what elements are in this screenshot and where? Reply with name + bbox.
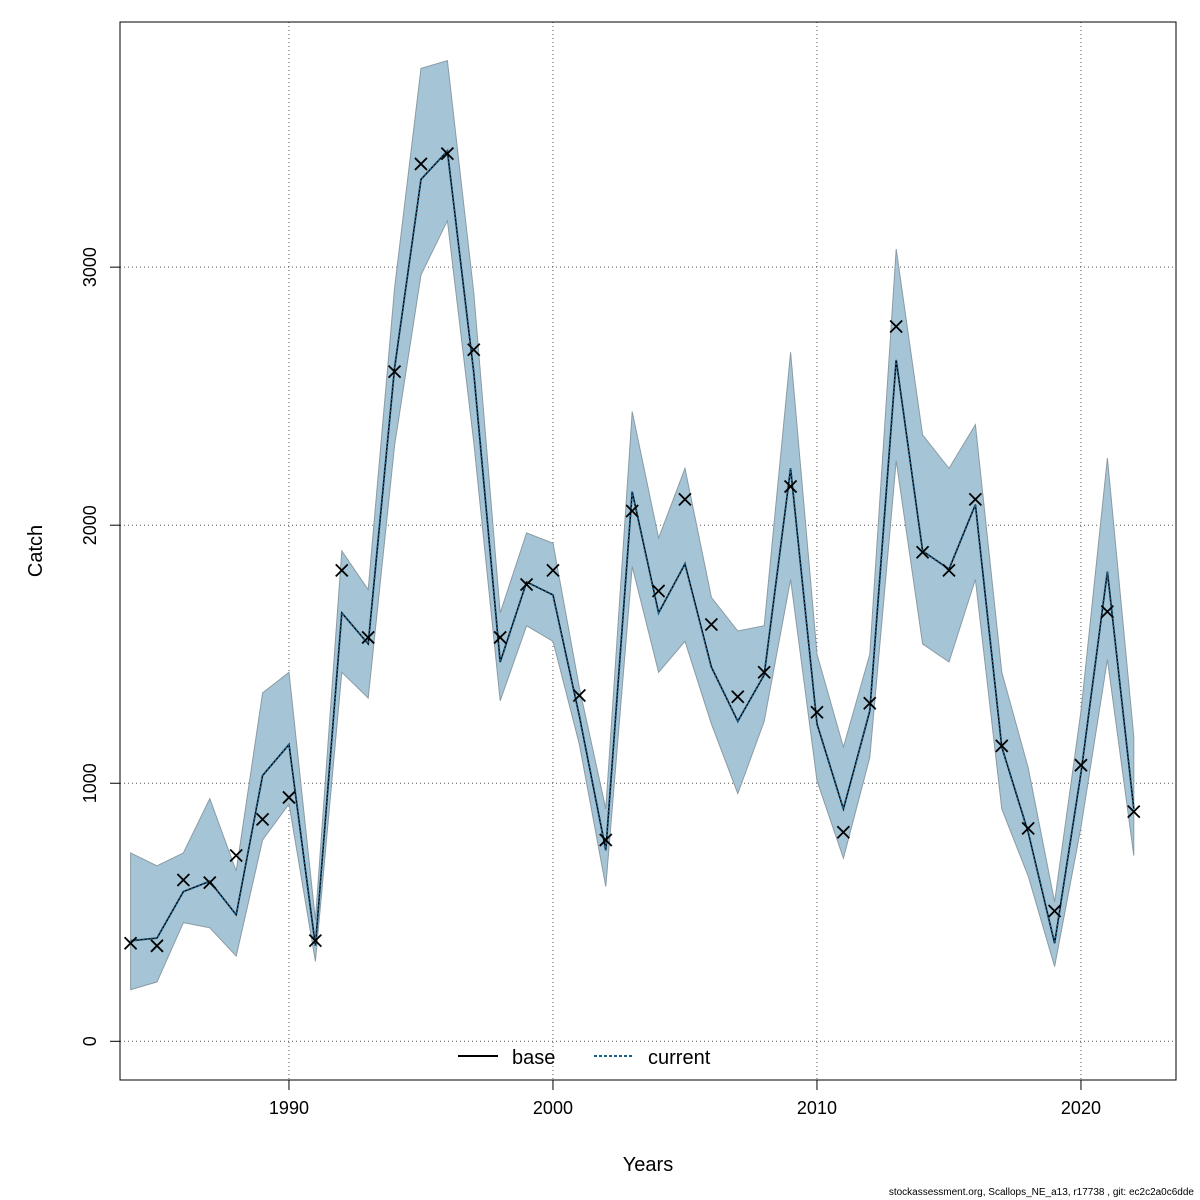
plot-frame — [119, 21, 1177, 1081]
marker-observed-2014 — [915, 545, 930, 559]
marker-observed-2003 — [625, 504, 639, 518]
footer-caption: stockassessment.org, Scallops_NE_a13, r1… — [888, 1187, 1194, 1198]
marker-observed-2016 — [968, 492, 982, 507]
y-axis-title: Catch — [25, 525, 47, 577]
marker-observed-2017 — [995, 739, 1009, 753]
series-line-current — [130, 148, 1135, 946]
y-tick-label-2000: 2000 — [80, 505, 100, 545]
marker-observed-2007 — [731, 690, 745, 704]
marker-observed-1997 — [467, 343, 481, 357]
legend: base current — [458, 1047, 711, 1069]
x-tick-label-2000: 2000 — [533, 1098, 573, 1118]
y-tick-label-0: 0 — [80, 1036, 100, 1046]
y-tick-label-3000: 3000 — [80, 247, 100, 287]
marker-observed-2006 — [704, 617, 718, 632]
marker-observed-2009 — [783, 479, 798, 494]
marker-observed-2008 — [757, 665, 771, 679]
x-tick-label-2020: 2020 — [1061, 1098, 1101, 1118]
marker-observed-2001 — [572, 688, 586, 703]
marker-observed-1984 — [123, 936, 138, 950]
marker-observed-2002 — [599, 833, 613, 847]
observed-markers — [123, 146, 1141, 953]
marker-observed-1991 — [308, 934, 322, 948]
x-axis-title: Years — [623, 1154, 673, 1176]
x-tick-label-1990: 1990 — [269, 1098, 309, 1118]
axes: 1990 2000 2010 2020 0 1000 2000 3000 — [80, 247, 1101, 1118]
marker-observed-2015 — [942, 563, 956, 577]
marker-observed-2011 — [836, 825, 850, 839]
x-tick-label-2010: 2010 — [797, 1098, 837, 1118]
marker-observed-1989 — [255, 812, 270, 827]
marker-observed-2022 — [1127, 804, 1141, 819]
marker-observed-1993 — [361, 630, 375, 645]
marker-observed-1985 — [150, 939, 164, 953]
marker-observed-2018 — [1021, 821, 1035, 836]
marker-observed-1998 — [493, 630, 507, 645]
marker-observed-1990 — [282, 790, 296, 805]
marker-observed-1996 — [440, 146, 454, 161]
marker-observed-2004 — [651, 584, 666, 598]
marker-observed-1987 — [203, 875, 217, 890]
marker-observed-2010 — [810, 705, 824, 719]
marker-observed-2000 — [546, 563, 560, 577]
confidence-band — [130, 60, 1135, 991]
marker-observed-1992 — [335, 563, 349, 577]
legend-label-base: base — [512, 1047, 555, 1069]
legend-label-current: current — [648, 1047, 711, 1069]
marker-observed-2012 — [863, 696, 877, 710]
marker-observed-1995 — [414, 157, 428, 171]
marker-observed-2005 — [678, 492, 692, 507]
marker-observed-2020 — [1074, 758, 1088, 772]
marker-observed-2019 — [1047, 904, 1062, 918]
marker-observed-2013 — [889, 319, 903, 334]
y-tick-label-1000: 1000 — [80, 763, 100, 803]
marker-observed-1988 — [229, 848, 243, 863]
marker-observed-2021 — [1100, 605, 1114, 619]
marker-observed-1994 — [387, 365, 402, 379]
marker-observed-1999 — [519, 577, 534, 592]
marker-observed-1986 — [176, 873, 190, 887]
